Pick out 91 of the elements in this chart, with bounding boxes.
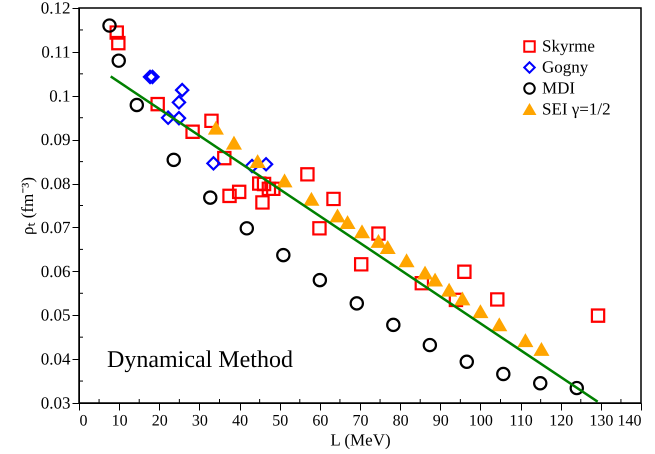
x-tick-label: 100	[468, 412, 493, 430]
point	[111, 36, 126, 50]
x-axis-title: L (MeV)	[330, 430, 391, 450]
y-axis-title: ρₜ (fm⁻³)	[18, 176, 37, 236]
point	[172, 95, 186, 110]
point	[386, 318, 401, 332]
legend-label: Skyrme	[542, 36, 595, 56]
x-tick-label: 110	[509, 412, 533, 430]
point	[371, 226, 386, 241]
point	[217, 150, 232, 166]
point	[203, 190, 218, 205]
point	[226, 136, 242, 150]
point	[240, 221, 254, 236]
point	[326, 192, 341, 206]
point	[204, 114, 219, 128]
point	[300, 167, 315, 182]
x-tick-label: 90	[432, 412, 449, 430]
legend-label: MDI	[542, 78, 576, 98]
y-tick-label: 0.07	[40, 218, 71, 237]
point	[276, 248, 291, 262]
y-tick-label: 0.06	[40, 262, 70, 281]
point	[492, 318, 507, 332]
point	[371, 235, 386, 248]
point	[102, 18, 117, 33]
point	[534, 343, 549, 356]
point	[277, 174, 292, 188]
x-tick-label: 40	[232, 412, 248, 430]
y-tick-label: 0.12	[40, 0, 70, 18]
point	[166, 152, 181, 168]
legend-label: Gogny	[542, 58, 589, 76]
point	[160, 110, 176, 125]
point	[354, 257, 368, 272]
point	[460, 354, 474, 369]
point	[206, 156, 221, 171]
x-tick-label: 10	[112, 412, 128, 430]
point	[185, 124, 200, 139]
point	[110, 25, 124, 40]
point	[150, 96, 165, 112]
annotation: Dynamical Method	[107, 347, 293, 373]
x-tick-label: 140	[618, 412, 642, 430]
point	[428, 274, 442, 287]
point	[174, 82, 190, 98]
point	[490, 292, 505, 307]
x-tick-label: 80	[392, 412, 409, 430]
point	[518, 334, 533, 348]
x-tick-label: 60	[312, 412, 328, 430]
point	[130, 98, 144, 112]
point	[304, 192, 319, 206]
x-tick-label: 130	[589, 412, 614, 430]
point	[208, 122, 224, 135]
point	[496, 366, 511, 382]
x-tick-label: 50	[272, 412, 288, 430]
y-tick-label: 0.03	[40, 394, 70, 412]
point	[330, 210, 345, 222]
point	[112, 53, 126, 68]
point	[457, 264, 472, 279]
point	[340, 216, 355, 230]
point	[232, 184, 246, 200]
point	[256, 176, 272, 192]
point	[255, 195, 270, 210]
point	[422, 338, 438, 352]
y-tick-label: 0.1	[49, 86, 70, 106]
point	[533, 376, 548, 390]
point	[414, 276, 430, 290]
legend-label: SEI γ=1/2	[542, 100, 611, 118]
x-tick-label: 70	[352, 412, 368, 430]
point	[252, 176, 266, 191]
point	[473, 305, 488, 318]
point	[350, 296, 364, 311]
point	[570, 380, 584, 396]
y-tick-label: 0.11	[41, 42, 70, 62]
point	[354, 225, 370, 238]
y-tick-label: 0.08	[40, 174, 70, 194]
point	[442, 284, 456, 297]
x-tick-label: 20	[152, 412, 168, 430]
point	[250, 155, 265, 168]
y-tick-label: 0.09	[40, 130, 70, 150]
point	[418, 266, 432, 280]
point	[312, 272, 328, 288]
point	[312, 221, 327, 236]
y-tick-label: 0.04	[40, 350, 71, 369]
x-tick-label: 120	[549, 412, 574, 430]
y-tick-label: 0.05	[40, 306, 70, 325]
point	[172, 110, 186, 126]
point	[380, 241, 395, 254]
x-tick-label: 30	[192, 412, 208, 430]
point	[399, 254, 414, 268]
x-tick-label: 0	[80, 412, 88, 430]
point	[222, 188, 237, 204]
point	[590, 308, 606, 323]
point	[455, 292, 470, 306]
